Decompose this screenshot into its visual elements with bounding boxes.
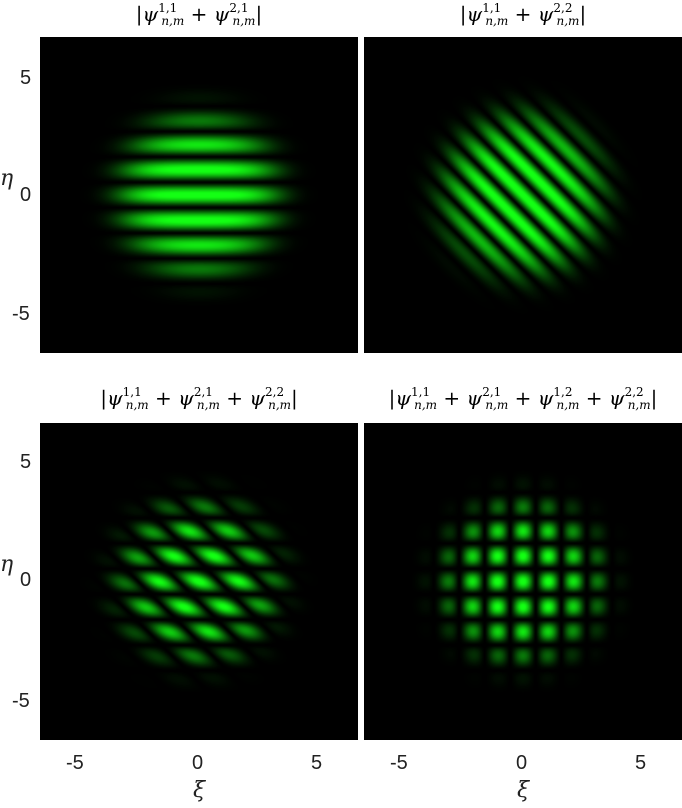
x-tick-label: -5 — [390, 752, 408, 774]
x-tick-label: -5 — [66, 752, 84, 774]
title-panel-1: |ψ1,1n,m + ψ2,1n,m| — [135, 1, 263, 28]
title-panel-2: |ψ1,1n,m + ψ2,2n,m| — [459, 1, 587, 28]
x-tick-label: 5 — [635, 752, 647, 774]
y-tick-label: -5 — [12, 303, 30, 325]
x-tick-label: 0 — [516, 752, 528, 774]
y-tick-label: 5 — [20, 67, 32, 89]
y-tick-label: 0 — [20, 569, 32, 591]
x-tick-label: 5 — [311, 752, 323, 774]
y-tick-label: 5 — [20, 451, 32, 473]
heatmap-panel-3 — [40, 423, 358, 740]
y-tick-label: -5 — [12, 690, 30, 712]
title-panel-4: |ψ1,1n,m + ψ2,1n,m + ψ1,2n,m + ψ2,2n,m| — [388, 385, 658, 412]
x-axis-label: ξ — [193, 778, 206, 803]
y-axis-label: η — [0, 166, 14, 191]
y-axis-label: η — [0, 552, 14, 577]
heatmap-panel-2 — [364, 37, 682, 353]
heatmap-panel-1 — [40, 37, 358, 353]
x-tick-label: 0 — [192, 752, 204, 774]
title-panel-3: |ψ1,1n,m + ψ2,1n,m + ψ2,2n,m| — [100, 385, 298, 412]
x-axis-label: ξ — [517, 778, 530, 803]
y-tick-label: 0 — [20, 184, 32, 206]
heatmap-panel-4 — [364, 423, 682, 740]
